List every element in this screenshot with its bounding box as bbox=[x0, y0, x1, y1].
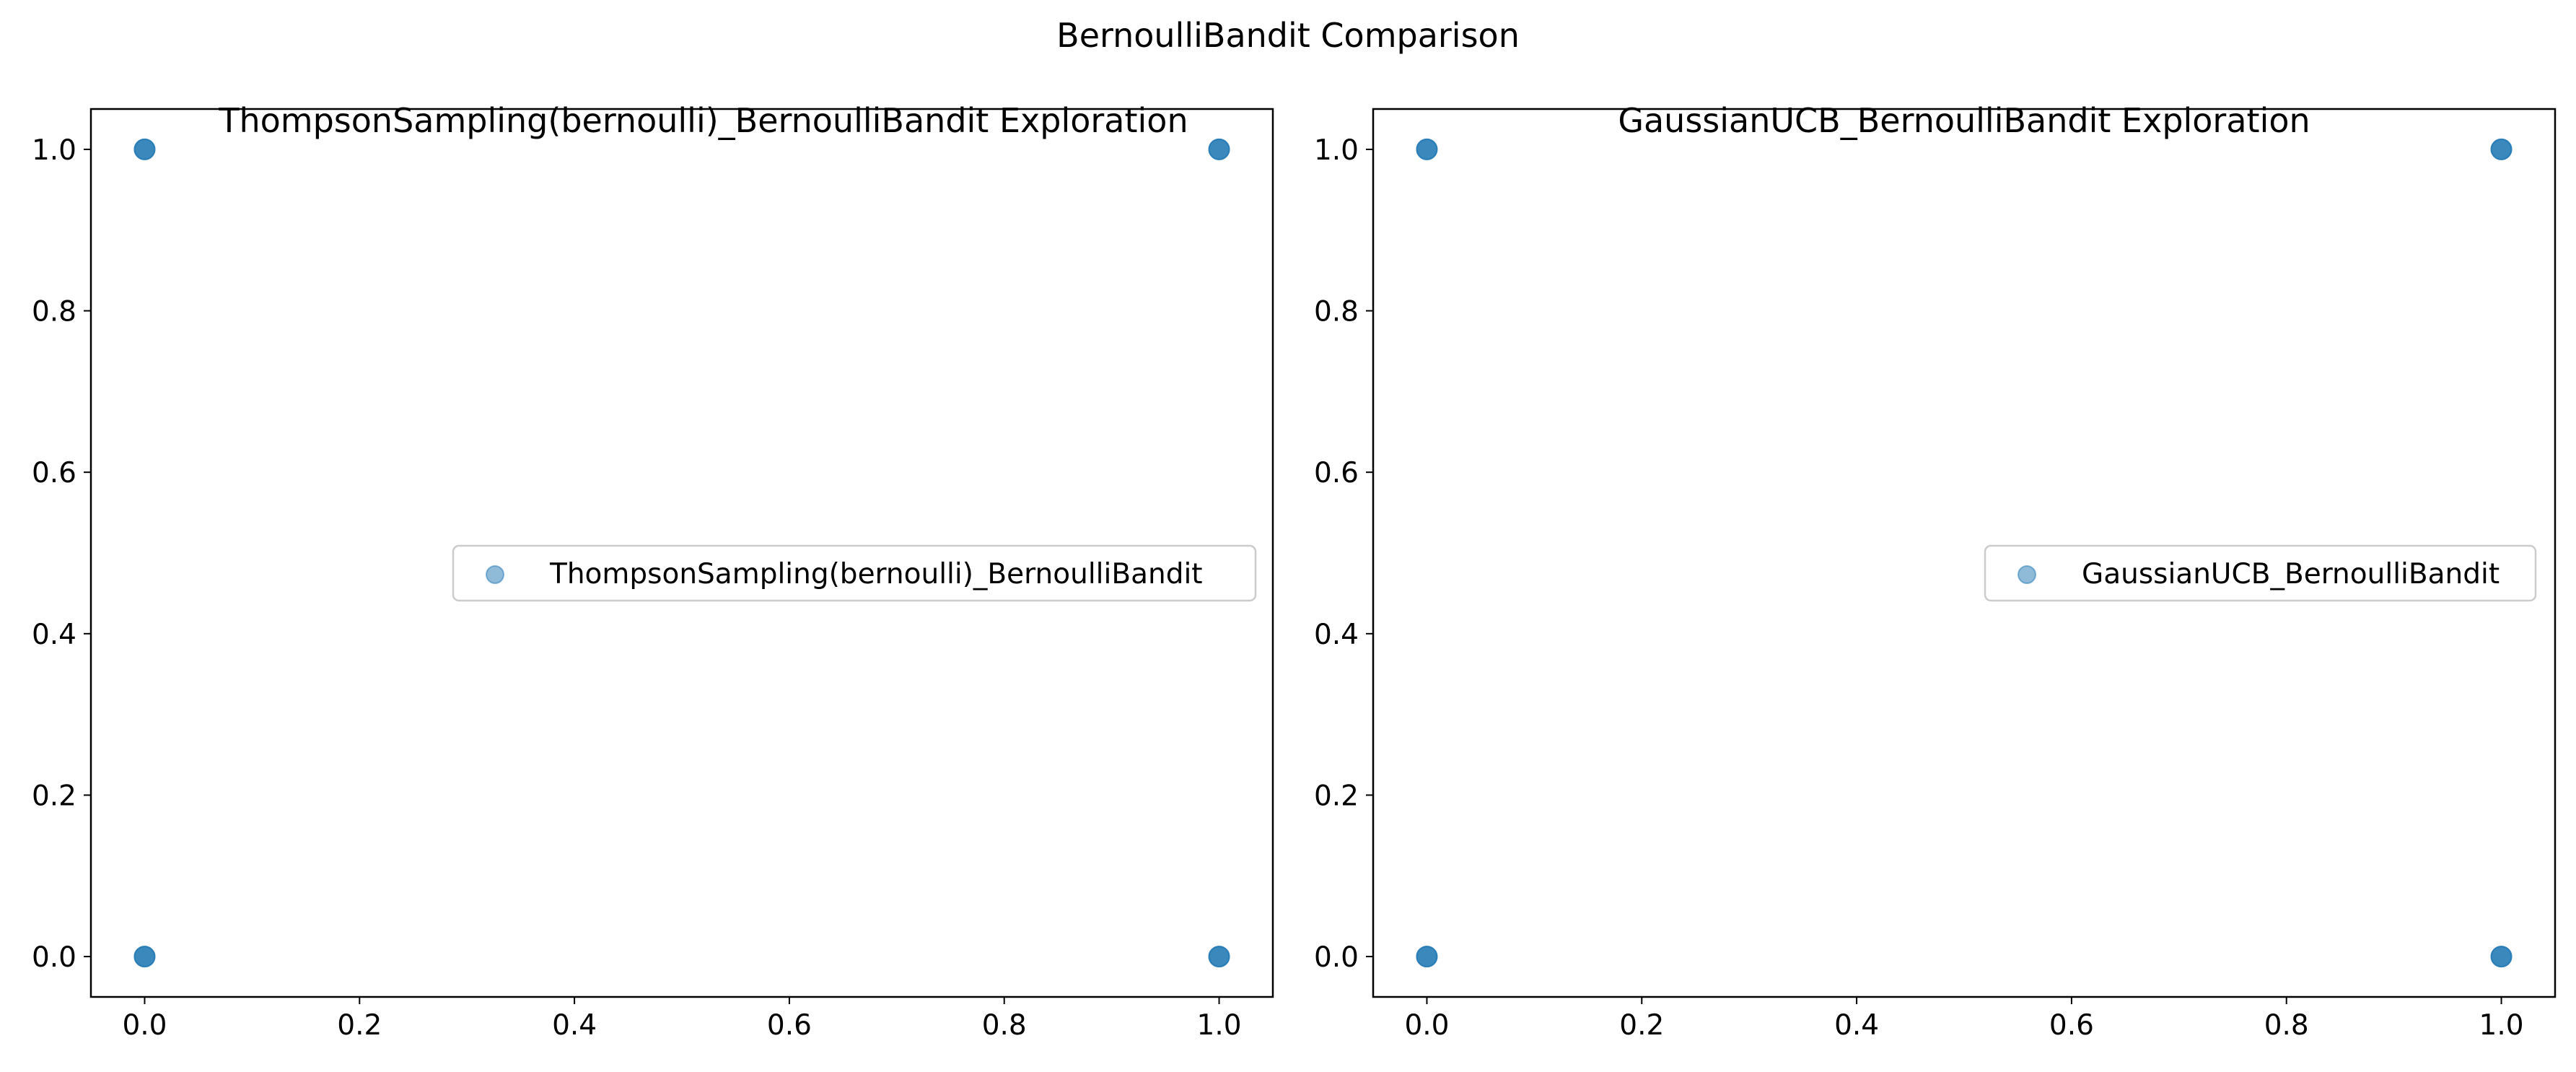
left-scatter-point bbox=[1208, 138, 1230, 160]
right-x-tick-label: 0.6 bbox=[2049, 1009, 2094, 1042]
left-x-tick-label: 1.0 bbox=[1197, 1009, 1242, 1042]
right-y-tick-label: 0.6 bbox=[1314, 457, 1359, 489]
right-legend-box bbox=[1984, 544, 2537, 602]
right-axes-frame bbox=[1372, 108, 2557, 998]
left-legend: ThompsonSampling(bernoulli)_BernoulliBan… bbox=[452, 544, 1257, 602]
right-y-tick-label: 0.8 bbox=[1314, 296, 1359, 328]
figure-title: BernoulliBandit Comparison bbox=[1056, 16, 1520, 55]
left-legend-label: ThompsonSampling(bernoulli)_BernoulliBan… bbox=[549, 558, 1203, 591]
right-scatter-point bbox=[2490, 138, 2513, 160]
right-legend-label: GaussianUCB_BernoulliBandit bbox=[2082, 558, 2500, 591]
right-legend: GaussianUCB_BernoulliBandit bbox=[1984, 544, 2537, 602]
right-y-tick-label: 0.2 bbox=[1314, 780, 1359, 812]
left-ticks: 0.0 0.2 0.4 0.6 0.8 1.0 0.0 0.2 0.4 0.6 0.8 1.0 bbox=[32, 134, 1242, 1042]
right-marks bbox=[1416, 138, 2513, 968]
left-x-tick-label: 0.6 bbox=[767, 1009, 812, 1042]
left-legend-box bbox=[452, 544, 1257, 602]
left-legend-marker bbox=[486, 565, 504, 584]
right-scatter-panel: GaussianUCB_BernoulliBandit Exploration … bbox=[1314, 101, 2557, 1042]
right-x-tick-label: 0.0 bbox=[1404, 1009, 1449, 1042]
left-y-tick-label: 0.6 bbox=[32, 457, 76, 489]
right-y-tick-label: 0.4 bbox=[1314, 619, 1359, 651]
right-scatter-point bbox=[1416, 138, 1438, 160]
left-scatter-point bbox=[133, 138, 156, 160]
right-legend-marker bbox=[2018, 565, 2036, 584]
right-x-tick-label: 1.0 bbox=[2479, 1009, 2524, 1042]
right-x-tick-label: 0.2 bbox=[1619, 1009, 1664, 1042]
left-y-tick-label: 1.0 bbox=[32, 134, 76, 167]
right-scatter-point bbox=[2490, 946, 2513, 968]
left-chart-title: ThompsonSampling(bernoulli)_BernoulliBan… bbox=[218, 101, 1188, 140]
right-scatter-point bbox=[1416, 946, 1438, 968]
left-scatter-panel: ThompsonSampling(bernoulli)_BernoulliBan… bbox=[32, 101, 1274, 1042]
left-y-tick-label: 0.2 bbox=[32, 780, 76, 812]
left-y-tick-label: 0.8 bbox=[32, 296, 76, 328]
left-x-tick-label: 0.4 bbox=[552, 1009, 597, 1042]
right-x-tick-label: 0.8 bbox=[2264, 1009, 2309, 1042]
right-chart-title: GaussianUCB_BernoulliBandit Exploration bbox=[1618, 101, 2310, 140]
right-y-tick-label: 1.0 bbox=[1314, 134, 1359, 167]
left-x-tick-label: 0.0 bbox=[122, 1009, 167, 1042]
left-y-tick-label: 0.0 bbox=[32, 941, 76, 974]
left-marks bbox=[133, 138, 1230, 968]
left-scatter-point bbox=[1208, 946, 1230, 968]
left-x-tick-label: 0.8 bbox=[982, 1009, 1027, 1042]
left-x-tick-label: 0.2 bbox=[337, 1009, 382, 1042]
left-y-tick-label: 0.4 bbox=[32, 619, 76, 651]
left-scatter-point bbox=[133, 946, 156, 968]
left-axes-frame bbox=[89, 108, 1274, 998]
right-ticks: 0.0 0.2 0.4 0.6 0.8 1.0 0.0 0.2 0.4 0.6 0.8 1.0 bbox=[1314, 134, 2524, 1042]
right-x-tick-label: 0.4 bbox=[1834, 1009, 1879, 1042]
right-y-tick-label: 0.0 bbox=[1314, 941, 1359, 974]
